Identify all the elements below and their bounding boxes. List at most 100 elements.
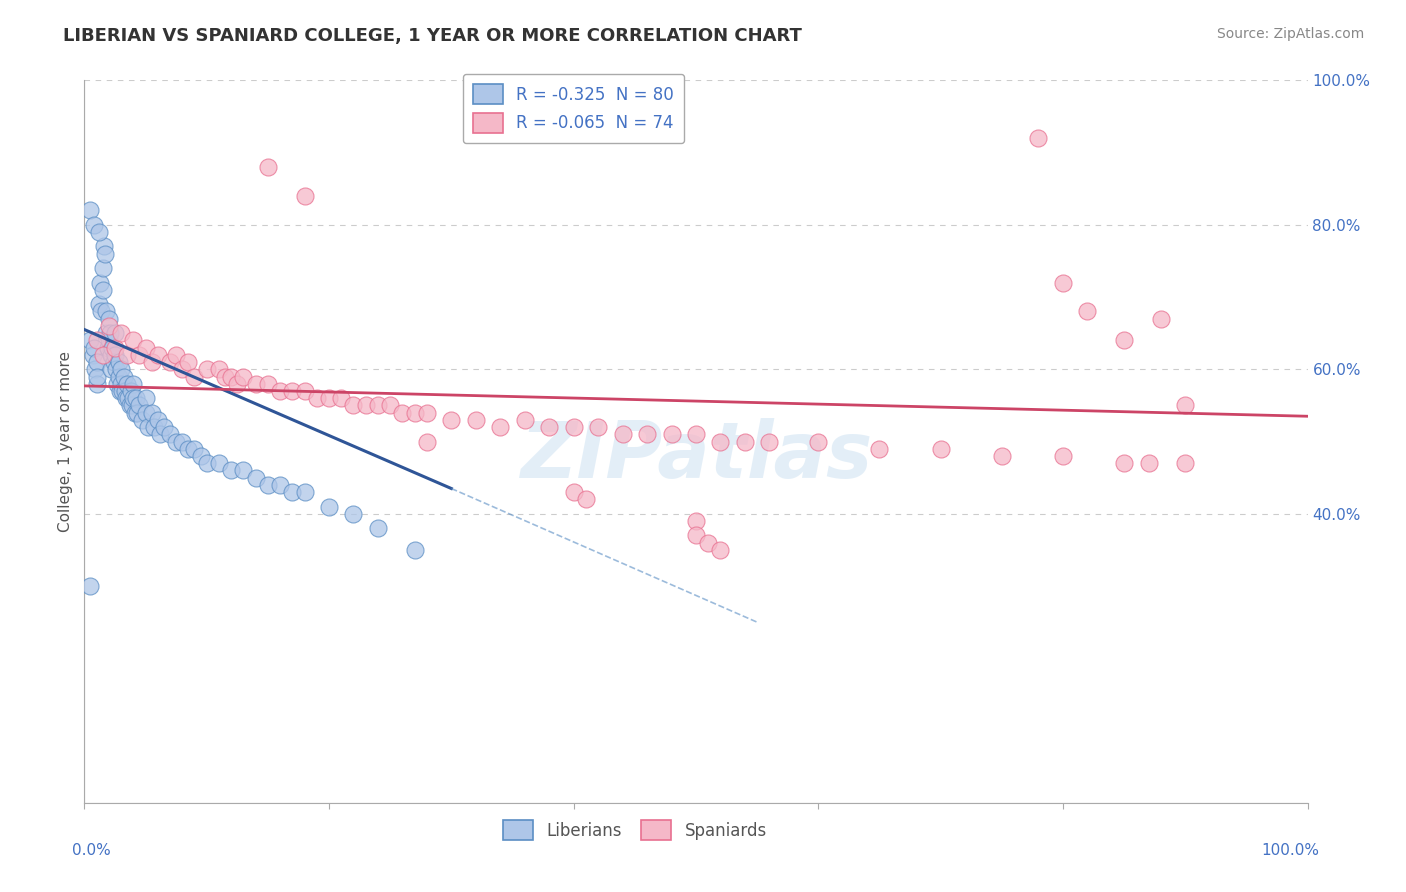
Point: [226, 376, 249, 391]
Point: [1137, 456, 1160, 470]
Point: [269, 384, 291, 398]
Point: [141, 355, 163, 369]
Point: [1114, 456, 1136, 470]
Point: [124, 406, 146, 420]
Point: [125, 406, 148, 420]
Point: [734, 434, 756, 449]
Point: [105, 362, 128, 376]
Point: [464, 413, 486, 427]
Point: [115, 376, 138, 391]
Point: [121, 398, 143, 412]
Point: [122, 334, 145, 348]
Point: [100, 348, 122, 362]
Point: [91, 283, 114, 297]
Point: [98, 326, 121, 340]
Text: 0.0%: 0.0%: [72, 843, 111, 857]
Point: [103, 355, 125, 369]
Point: [110, 376, 132, 391]
Point: [183, 369, 205, 384]
Point: [1150, 311, 1173, 326]
Point: [79, 203, 101, 218]
Point: [562, 485, 585, 500]
Point: [125, 391, 148, 405]
Point: [117, 391, 139, 405]
Point: [214, 369, 236, 384]
Point: [219, 369, 242, 384]
Point: [195, 456, 218, 470]
Point: [416, 434, 439, 449]
Point: [929, 442, 952, 456]
Point: [612, 427, 634, 442]
Point: [586, 420, 609, 434]
Point: [1174, 456, 1197, 470]
Point: [159, 427, 181, 442]
Point: [195, 362, 218, 376]
Point: [110, 326, 132, 340]
Point: [1114, 334, 1136, 348]
Point: [257, 160, 280, 174]
Point: [135, 391, 157, 405]
Point: [758, 434, 780, 449]
Text: Source: ZipAtlas.com: Source: ZipAtlas.com: [1216, 27, 1364, 41]
Point: [1076, 304, 1098, 318]
Point: [709, 434, 731, 449]
Point: [135, 406, 157, 420]
Point: [87, 225, 110, 239]
Point: [513, 413, 536, 427]
Point: [131, 413, 153, 427]
Text: LIBERIAN VS SPANIARD COLLEGE, 1 YEAR OR MORE CORRELATION CHART: LIBERIAN VS SPANIARD COLLEGE, 1 YEAR OR …: [63, 27, 803, 45]
Point: [257, 478, 280, 492]
Point: [1174, 398, 1197, 412]
Point: [104, 348, 127, 362]
Point: [104, 341, 127, 355]
Point: [83, 341, 105, 355]
Point: [91, 348, 114, 362]
Point: [354, 398, 377, 412]
Point: [538, 420, 561, 434]
Text: 100.0%: 100.0%: [1261, 843, 1320, 857]
Point: [94, 246, 117, 260]
Point: [87, 297, 110, 311]
Point: [305, 391, 328, 405]
Point: [86, 334, 108, 348]
Point: [86, 355, 108, 369]
Point: [807, 434, 830, 449]
Point: [183, 442, 205, 456]
Point: [404, 406, 426, 420]
Point: [636, 427, 658, 442]
Y-axis label: College, 1 year or more: College, 1 year or more: [58, 351, 73, 532]
Point: [697, 535, 720, 549]
Point: [136, 420, 159, 434]
Point: [165, 434, 187, 449]
Point: [79, 334, 101, 348]
Point: [89, 276, 111, 290]
Point: [1028, 131, 1050, 145]
Point: [219, 463, 242, 477]
Point: [84, 362, 107, 376]
Point: [367, 521, 389, 535]
Point: [489, 420, 512, 434]
Point: [82, 348, 104, 362]
Point: [104, 326, 127, 340]
Point: [1052, 276, 1074, 290]
Point: [318, 500, 340, 514]
Point: [91, 261, 114, 276]
Point: [294, 485, 316, 500]
Point: [172, 362, 194, 376]
Point: [294, 384, 316, 398]
Point: [108, 384, 131, 398]
Point: [122, 376, 145, 391]
Point: [330, 391, 353, 405]
Point: [96, 304, 118, 318]
Point: [208, 362, 231, 376]
Point: [685, 427, 707, 442]
Point: [661, 427, 683, 442]
Point: [367, 398, 389, 412]
Point: [122, 391, 145, 405]
Point: [177, 355, 200, 369]
Point: [245, 376, 267, 391]
Point: [416, 406, 439, 420]
Point: [107, 369, 129, 384]
Point: [97, 334, 120, 348]
Point: [112, 369, 135, 384]
